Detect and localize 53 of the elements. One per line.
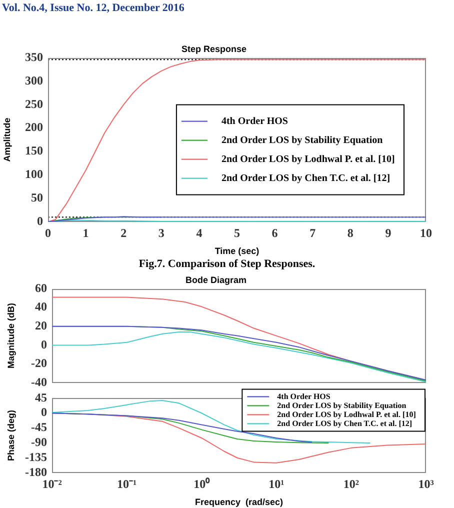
y-tick-label: 40 xyxy=(35,300,47,314)
legend-label: 2nd Order LOS by Chen T.C. et al. [12] xyxy=(221,172,390,184)
y-axis-title: Magnitude (dB) xyxy=(6,303,16,369)
y-tick-label: -40 xyxy=(31,374,47,389)
x-tick-label: 10⁰ xyxy=(194,477,211,492)
y-axis-title: Phase (deg) xyxy=(6,410,16,462)
chart-title: Bode Diagram xyxy=(185,274,247,285)
caption: Fig.7. Comparison of Step Responses. xyxy=(138,258,316,270)
y-tick-label: 60 xyxy=(35,280,47,295)
y-tick-label: 20 xyxy=(35,318,47,332)
x-axis-title: Time (sec) xyxy=(214,246,260,256)
y-tick-label: 200 xyxy=(25,120,43,134)
x-tick-label: 2 xyxy=(120,226,127,240)
y-tick-label: 50 xyxy=(31,190,43,204)
legend-label: 2nd Order LOS by Stability Equation xyxy=(221,134,384,146)
legend-label: 2nd Order LOS by Lodhwal P. et al. [10] xyxy=(221,154,395,165)
x-tick-label: 8 xyxy=(347,226,354,240)
x-tick-label: 10⁻¹ xyxy=(116,477,137,492)
x-tick-label: 10² xyxy=(343,477,360,492)
legend-label: 2nd Order LOS by Lodhwal P. et al. [10] xyxy=(277,410,416,419)
y-tick-label: 0 xyxy=(37,214,43,228)
legend-label: 4th Order HOS xyxy=(277,392,331,401)
text: Vol. No.4, Issue No. 12, December 2016 xyxy=(2,2,184,14)
x-tick-label: 10¹ xyxy=(268,477,285,492)
y-tick-label: 0 xyxy=(41,405,47,420)
y-tick-label: -135 xyxy=(25,450,47,464)
y-tick-label: 300 xyxy=(25,73,43,88)
x-tick-label: 4 xyxy=(196,226,202,240)
chart-title: Step Response xyxy=(181,44,247,54)
y-tick-label: 350 xyxy=(25,50,43,64)
x-tick-label: 6 xyxy=(272,226,278,240)
x-tick-label: 3 xyxy=(158,226,164,240)
x-tick-label: 5 xyxy=(234,226,240,240)
y-tick-label: 0 xyxy=(41,337,47,352)
legend-label: 2nd Order LOS by Stability Equation xyxy=(277,400,407,410)
y-tick-label: -90 xyxy=(31,435,47,450)
x-axis-title: Frequency (rad/sec) xyxy=(194,497,284,508)
y-tick-label: 150 xyxy=(25,144,43,158)
y-axis-title: Amplitude xyxy=(2,118,12,162)
x-tick-label: 7 xyxy=(310,226,316,240)
x-tick-label: 10 xyxy=(420,226,432,240)
x-tick-label: 10³ xyxy=(418,477,434,492)
x-tick-label: 1 xyxy=(82,226,89,240)
legend-label: 2nd Order LOS by Chen T.C. et al. [12] xyxy=(277,418,412,428)
y-tick-label: 100 xyxy=(25,167,43,182)
y-tick-label: 45 xyxy=(35,390,47,404)
y-tick-label: 250 xyxy=(25,96,43,111)
y-tick-label: -20 xyxy=(31,356,47,370)
x-tick-label: 10⁻² xyxy=(42,477,62,492)
x-tick-label: 9 xyxy=(385,226,392,240)
y-tick-label: -45 xyxy=(31,420,47,434)
y-tick-label: -180 xyxy=(25,464,47,479)
legend-label: 4th Order HOS xyxy=(221,116,288,127)
